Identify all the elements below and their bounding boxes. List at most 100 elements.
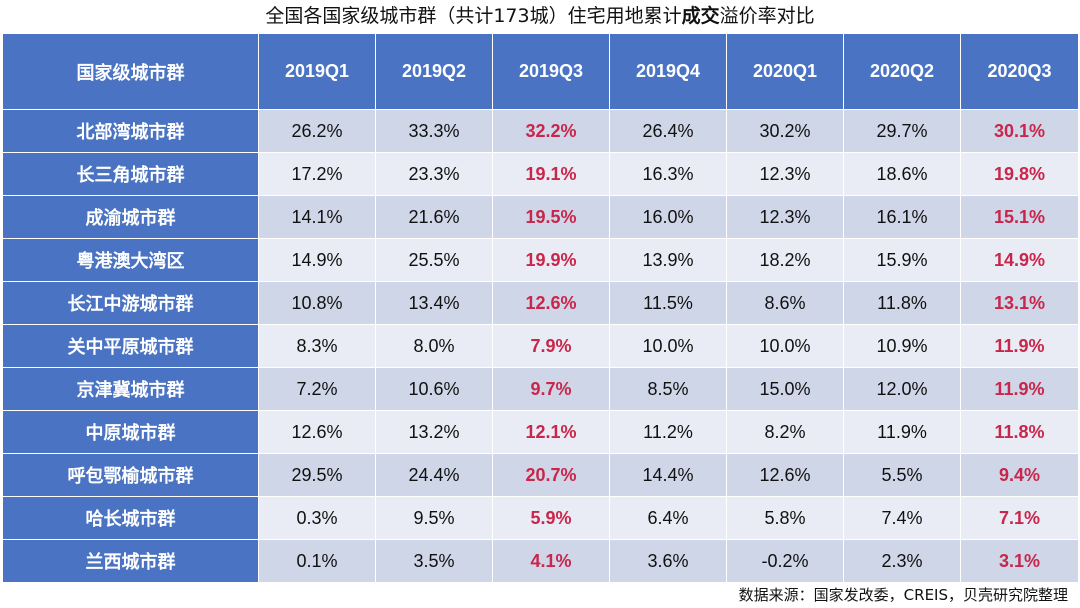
- value-cell: 23.3%: [375, 152, 493, 196]
- value-cell: 17.2%: [258, 152, 376, 196]
- region-name-cell: 粤港澳大湾区: [2, 238, 259, 282]
- value-cell: 14.9%: [960, 238, 1079, 282]
- column-header: 2020Q2: [843, 33, 961, 110]
- value-cell: 15.0%: [726, 367, 844, 411]
- value-cell: 15.9%: [843, 238, 961, 282]
- value-cell: 2.3%: [843, 539, 961, 583]
- value-cell: 7.4%: [843, 496, 961, 540]
- value-cell: 16.0%: [609, 195, 727, 239]
- chart-title: 全国各国家级城市群（共计173城）住宅用地累计成交溢价率对比: [0, 2, 1080, 30]
- value-cell: 29.5%: [258, 453, 376, 497]
- region-name-cell: 关中平原城市群: [2, 324, 259, 368]
- value-cell: 13.1%: [960, 281, 1079, 325]
- value-cell: 21.6%: [375, 195, 493, 239]
- value-cell: 10.8%: [258, 281, 376, 325]
- column-header: 2019Q4: [609, 33, 727, 110]
- column-header: 2020Q3: [960, 33, 1079, 110]
- region-name-cell: 成渝城市群: [2, 195, 259, 239]
- table-row: 哈长城市群 0.3% 9.5% 5.9% 6.4% 5.8% 7.4% 7.1%: [2, 496, 1079, 540]
- title-bold: 成交: [681, 5, 720, 27]
- value-cell: 12.6%: [492, 281, 610, 325]
- value-cell: 12.3%: [726, 152, 844, 196]
- value-cell: 32.2%: [492, 109, 610, 153]
- value-cell: 15.1%: [960, 195, 1079, 239]
- value-cell: 7.9%: [492, 324, 610, 368]
- value-cell: 18.6%: [843, 152, 961, 196]
- value-cell: 18.2%: [726, 238, 844, 282]
- table-row: 长江中游城市群 10.8% 13.4% 12.6% 11.5% 8.6% 11.8% 13.1…: [2, 281, 1079, 325]
- title-prefix: 全国各国家级城市群（共计173城）住宅用地累计: [265, 5, 682, 27]
- value-cell: 8.5%: [609, 367, 727, 411]
- region-name-cell: 京津冀城市群: [2, 367, 259, 411]
- value-cell: 30.1%: [960, 109, 1079, 153]
- value-cell: 19.8%: [960, 152, 1079, 196]
- value-cell: 25.5%: [375, 238, 493, 282]
- value-cell: 5.8%: [726, 496, 844, 540]
- region-name-cell: 长江中游城市群: [2, 281, 259, 325]
- value-cell: 13.9%: [609, 238, 727, 282]
- value-cell: 5.9%: [492, 496, 610, 540]
- value-cell: 10.6%: [375, 367, 493, 411]
- value-cell: 3.6%: [609, 539, 727, 583]
- column-header: 2020Q1: [726, 33, 844, 110]
- value-cell: 14.4%: [609, 453, 727, 497]
- value-cell: 19.9%: [492, 238, 610, 282]
- value-cell: 16.3%: [609, 152, 727, 196]
- value-cell: 14.9%: [258, 238, 376, 282]
- value-cell: 8.0%: [375, 324, 493, 368]
- value-cell: 11.8%: [843, 281, 961, 325]
- value-cell: 11.2%: [609, 410, 727, 454]
- value-cell: 26.4%: [609, 109, 727, 153]
- value-cell: 11.5%: [609, 281, 727, 325]
- value-cell: 12.1%: [492, 410, 610, 454]
- table-row: 京津冀城市群 7.2% 10.6% 9.7% 8.5% 15.0% 12.0% 11.9%: [2, 367, 1079, 411]
- table-row: 兰西城市群 0.1% 3.5% 4.1% 3.6% -0.2% 2.3% 3.1%: [2, 539, 1079, 583]
- table-row: 中原城市群 12.6% 13.2% 12.1% 11.2% 8.2% 11.9% 11.8%: [2, 410, 1079, 454]
- value-cell: 6.4%: [609, 496, 727, 540]
- value-cell: 26.2%: [258, 109, 376, 153]
- value-cell: 8.2%: [726, 410, 844, 454]
- value-cell: 3.5%: [375, 539, 493, 583]
- region-name-cell: 兰西城市群: [2, 539, 259, 583]
- source-note: 数据来源：国家发改委，CREIS，贝壳研究院整理: [738, 586, 1068, 604]
- value-cell: 11.9%: [960, 324, 1079, 368]
- value-cell: 7.2%: [258, 367, 376, 411]
- value-cell: 9.4%: [960, 453, 1079, 497]
- region-name-cell: 长三角城市群: [2, 152, 259, 196]
- value-cell: 12.6%: [726, 453, 844, 497]
- value-cell: 13.4%: [375, 281, 493, 325]
- value-cell: 24.4%: [375, 453, 493, 497]
- value-cell: 33.3%: [375, 109, 493, 153]
- region-name-cell: 哈长城市群: [2, 496, 259, 540]
- value-cell: 3.1%: [960, 539, 1079, 583]
- value-cell: 13.2%: [375, 410, 493, 454]
- value-cell: 30.2%: [726, 109, 844, 153]
- region-name-cell: 北部湾城市群: [2, 109, 259, 153]
- value-cell: 10.9%: [843, 324, 961, 368]
- value-cell: 0.3%: [258, 496, 376, 540]
- value-cell: 12.3%: [726, 195, 844, 239]
- value-cell: 29.7%: [843, 109, 961, 153]
- value-cell: -0.2%: [726, 539, 844, 583]
- table-row: 呼包鄂榆城市群 29.5% 24.4% 20.7% 14.4% 12.6% 5.5% 9.4%: [2, 453, 1079, 497]
- value-cell: 8.6%: [726, 281, 844, 325]
- table-row: 关中平原城市群 8.3% 8.0% 7.9% 10.0% 10.0% 10.9% 11.9%: [2, 324, 1079, 368]
- value-cell: 9.5%: [375, 496, 493, 540]
- column-header: 2019Q1: [258, 33, 376, 110]
- value-cell: 14.1%: [258, 195, 376, 239]
- row-header-cell: 国家级城市群: [2, 33, 259, 110]
- header-row: 国家级城市群 2019Q1 2019Q2 2019Q3 2019Q4 2020Q1 202…: [2, 33, 1079, 110]
- region-name-cell: 中原城市群: [2, 410, 259, 454]
- table-row: 长三角城市群 17.2% 23.3% 19.1% 16.3% 12.3% 18.6% 19.8…: [2, 152, 1079, 196]
- value-cell: 11.9%: [843, 410, 961, 454]
- title-suffix: 溢价率对比: [719, 5, 815, 27]
- value-cell: 5.5%: [843, 453, 961, 497]
- value-cell: 9.7%: [492, 367, 610, 411]
- value-cell: 20.7%: [492, 453, 610, 497]
- value-cell: 10.0%: [609, 324, 727, 368]
- value-cell: 19.1%: [492, 152, 610, 196]
- value-cell: 12.6%: [258, 410, 376, 454]
- column-header: 2019Q3: [492, 33, 610, 110]
- value-cell: 16.1%: [843, 195, 961, 239]
- table-row: 北部湾城市群 26.2% 33.3% 32.2% 26.4% 30.2% 29.7% 30.1…: [2, 109, 1079, 153]
